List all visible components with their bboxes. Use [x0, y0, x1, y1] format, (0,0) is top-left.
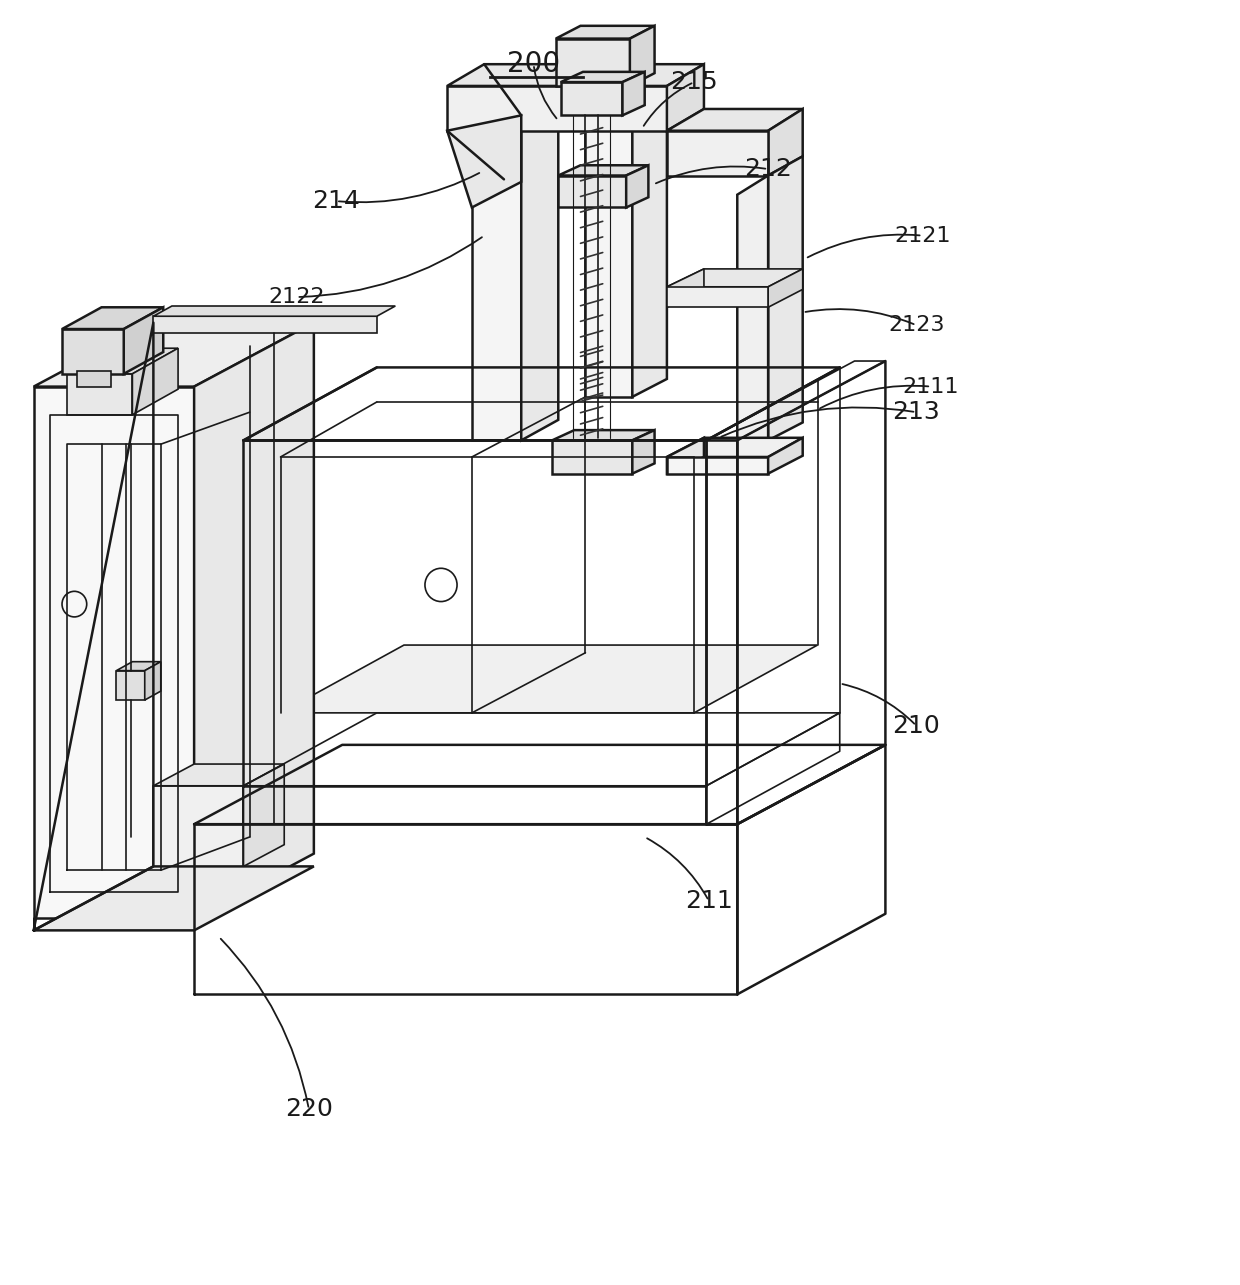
Polygon shape [768, 269, 802, 307]
Polygon shape [472, 116, 521, 441]
Polygon shape [667, 457, 768, 474]
Polygon shape [133, 348, 179, 415]
Text: 2122: 2122 [268, 287, 325, 307]
Polygon shape [622, 72, 645, 116]
Text: 210: 210 [893, 713, 940, 738]
Polygon shape [626, 166, 649, 207]
Polygon shape [585, 95, 632, 397]
Text: 213: 213 [893, 400, 940, 424]
Text: 200: 200 [507, 50, 560, 78]
Polygon shape [667, 64, 704, 131]
Text: 220: 220 [285, 1097, 332, 1122]
Polygon shape [62, 329, 124, 374]
Polygon shape [195, 323, 314, 917]
Polygon shape [768, 438, 802, 474]
Text: 2123: 2123 [888, 315, 945, 335]
Polygon shape [768, 109, 802, 176]
Polygon shape [521, 95, 558, 441]
Polygon shape [558, 176, 626, 207]
Polygon shape [632, 430, 655, 474]
Polygon shape [154, 316, 377, 333]
Polygon shape [768, 157, 802, 441]
Polygon shape [243, 765, 284, 866]
Polygon shape [67, 374, 133, 415]
Polygon shape [556, 26, 655, 39]
Polygon shape [552, 441, 632, 474]
Polygon shape [448, 86, 667, 131]
Polygon shape [667, 438, 802, 457]
Polygon shape [667, 438, 704, 474]
Polygon shape [117, 671, 145, 700]
Polygon shape [560, 72, 645, 82]
Polygon shape [667, 269, 704, 307]
Polygon shape [154, 306, 396, 316]
Polygon shape [67, 348, 179, 374]
Polygon shape [667, 131, 768, 176]
Polygon shape [145, 662, 161, 700]
Polygon shape [560, 82, 622, 116]
Text: 2121: 2121 [894, 226, 951, 245]
Polygon shape [124, 307, 164, 374]
Polygon shape [552, 430, 655, 441]
Polygon shape [33, 323, 314, 387]
Polygon shape [556, 39, 630, 86]
Polygon shape [738, 176, 768, 457]
Polygon shape [558, 166, 649, 176]
Text: 211: 211 [684, 889, 733, 912]
Polygon shape [667, 113, 802, 131]
Text: 214: 214 [312, 189, 360, 213]
Polygon shape [630, 26, 655, 86]
Polygon shape [33, 866, 314, 930]
Text: 2111: 2111 [903, 377, 960, 397]
Polygon shape [632, 77, 667, 397]
Polygon shape [448, 64, 704, 86]
Polygon shape [280, 645, 817, 713]
Polygon shape [77, 371, 112, 387]
Polygon shape [667, 109, 802, 131]
Text: 215: 215 [671, 71, 718, 94]
Polygon shape [448, 116, 521, 207]
Polygon shape [62, 307, 164, 329]
Polygon shape [667, 287, 768, 307]
Polygon shape [154, 765, 284, 786]
Polygon shape [667, 269, 802, 287]
Polygon shape [154, 786, 243, 866]
Text: 212: 212 [744, 157, 792, 181]
Polygon shape [33, 387, 195, 917]
Polygon shape [117, 662, 161, 671]
